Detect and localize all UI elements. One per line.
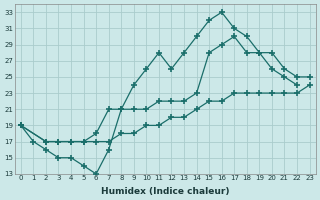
X-axis label: Humidex (Indice chaleur): Humidex (Indice chaleur) — [101, 187, 229, 196]
